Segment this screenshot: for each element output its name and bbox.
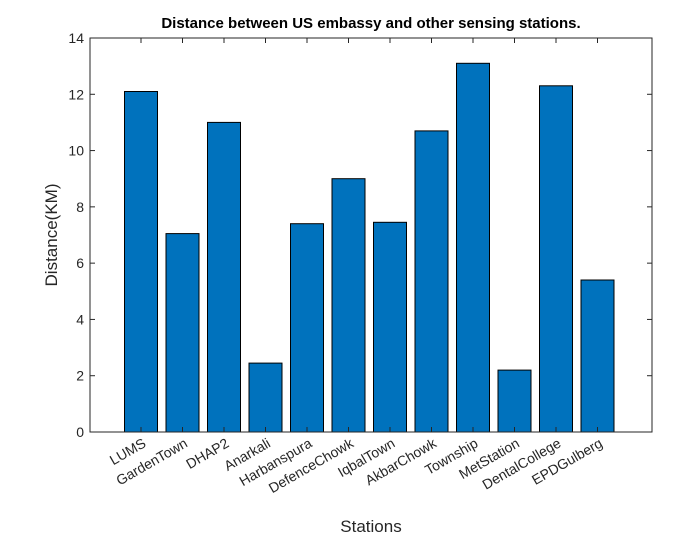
- y-tick-label: 0: [76, 424, 84, 440]
- y-axis-ticks: 0 2 4 6 8 10 12 14: [68, 30, 652, 440]
- y-tick-label: 6: [76, 255, 84, 271]
- bar-dhap2: [207, 121, 241, 433]
- y-tick-label: 4: [76, 311, 84, 327]
- bar-dentalcollege: [539, 85, 573, 433]
- bar-gardentown: [165, 233, 200, 433]
- x-axis-label: Stations: [340, 517, 401, 536]
- chart-title: Distance between US embassy and other se…: [161, 15, 580, 32]
- bar-defencechowk: [331, 178, 366, 433]
- y-tick-label: 12: [68, 86, 84, 102]
- axes-box: [89, 37, 653, 433]
- bar-akbarchowk: [414, 130, 449, 433]
- y-tick-label: 8: [76, 199, 84, 215]
- y-tick-label: 14: [68, 30, 84, 46]
- bar-epdgulberg: [580, 279, 615, 433]
- bar-iqbaltown: [373, 221, 407, 433]
- bar-lums: [124, 91, 158, 433]
- bars-group: [124, 62, 615, 433]
- y-axis-label: Distance(KM): [42, 184, 61, 287]
- bar-harbanspura: [290, 223, 324, 433]
- y-tick-label: 10: [68, 143, 84, 159]
- bar-township: [456, 62, 490, 433]
- y-tick-label: 2: [76, 368, 84, 384]
- bar-anarkali: [248, 362, 283, 433]
- bar-metstation: [497, 369, 532, 433]
